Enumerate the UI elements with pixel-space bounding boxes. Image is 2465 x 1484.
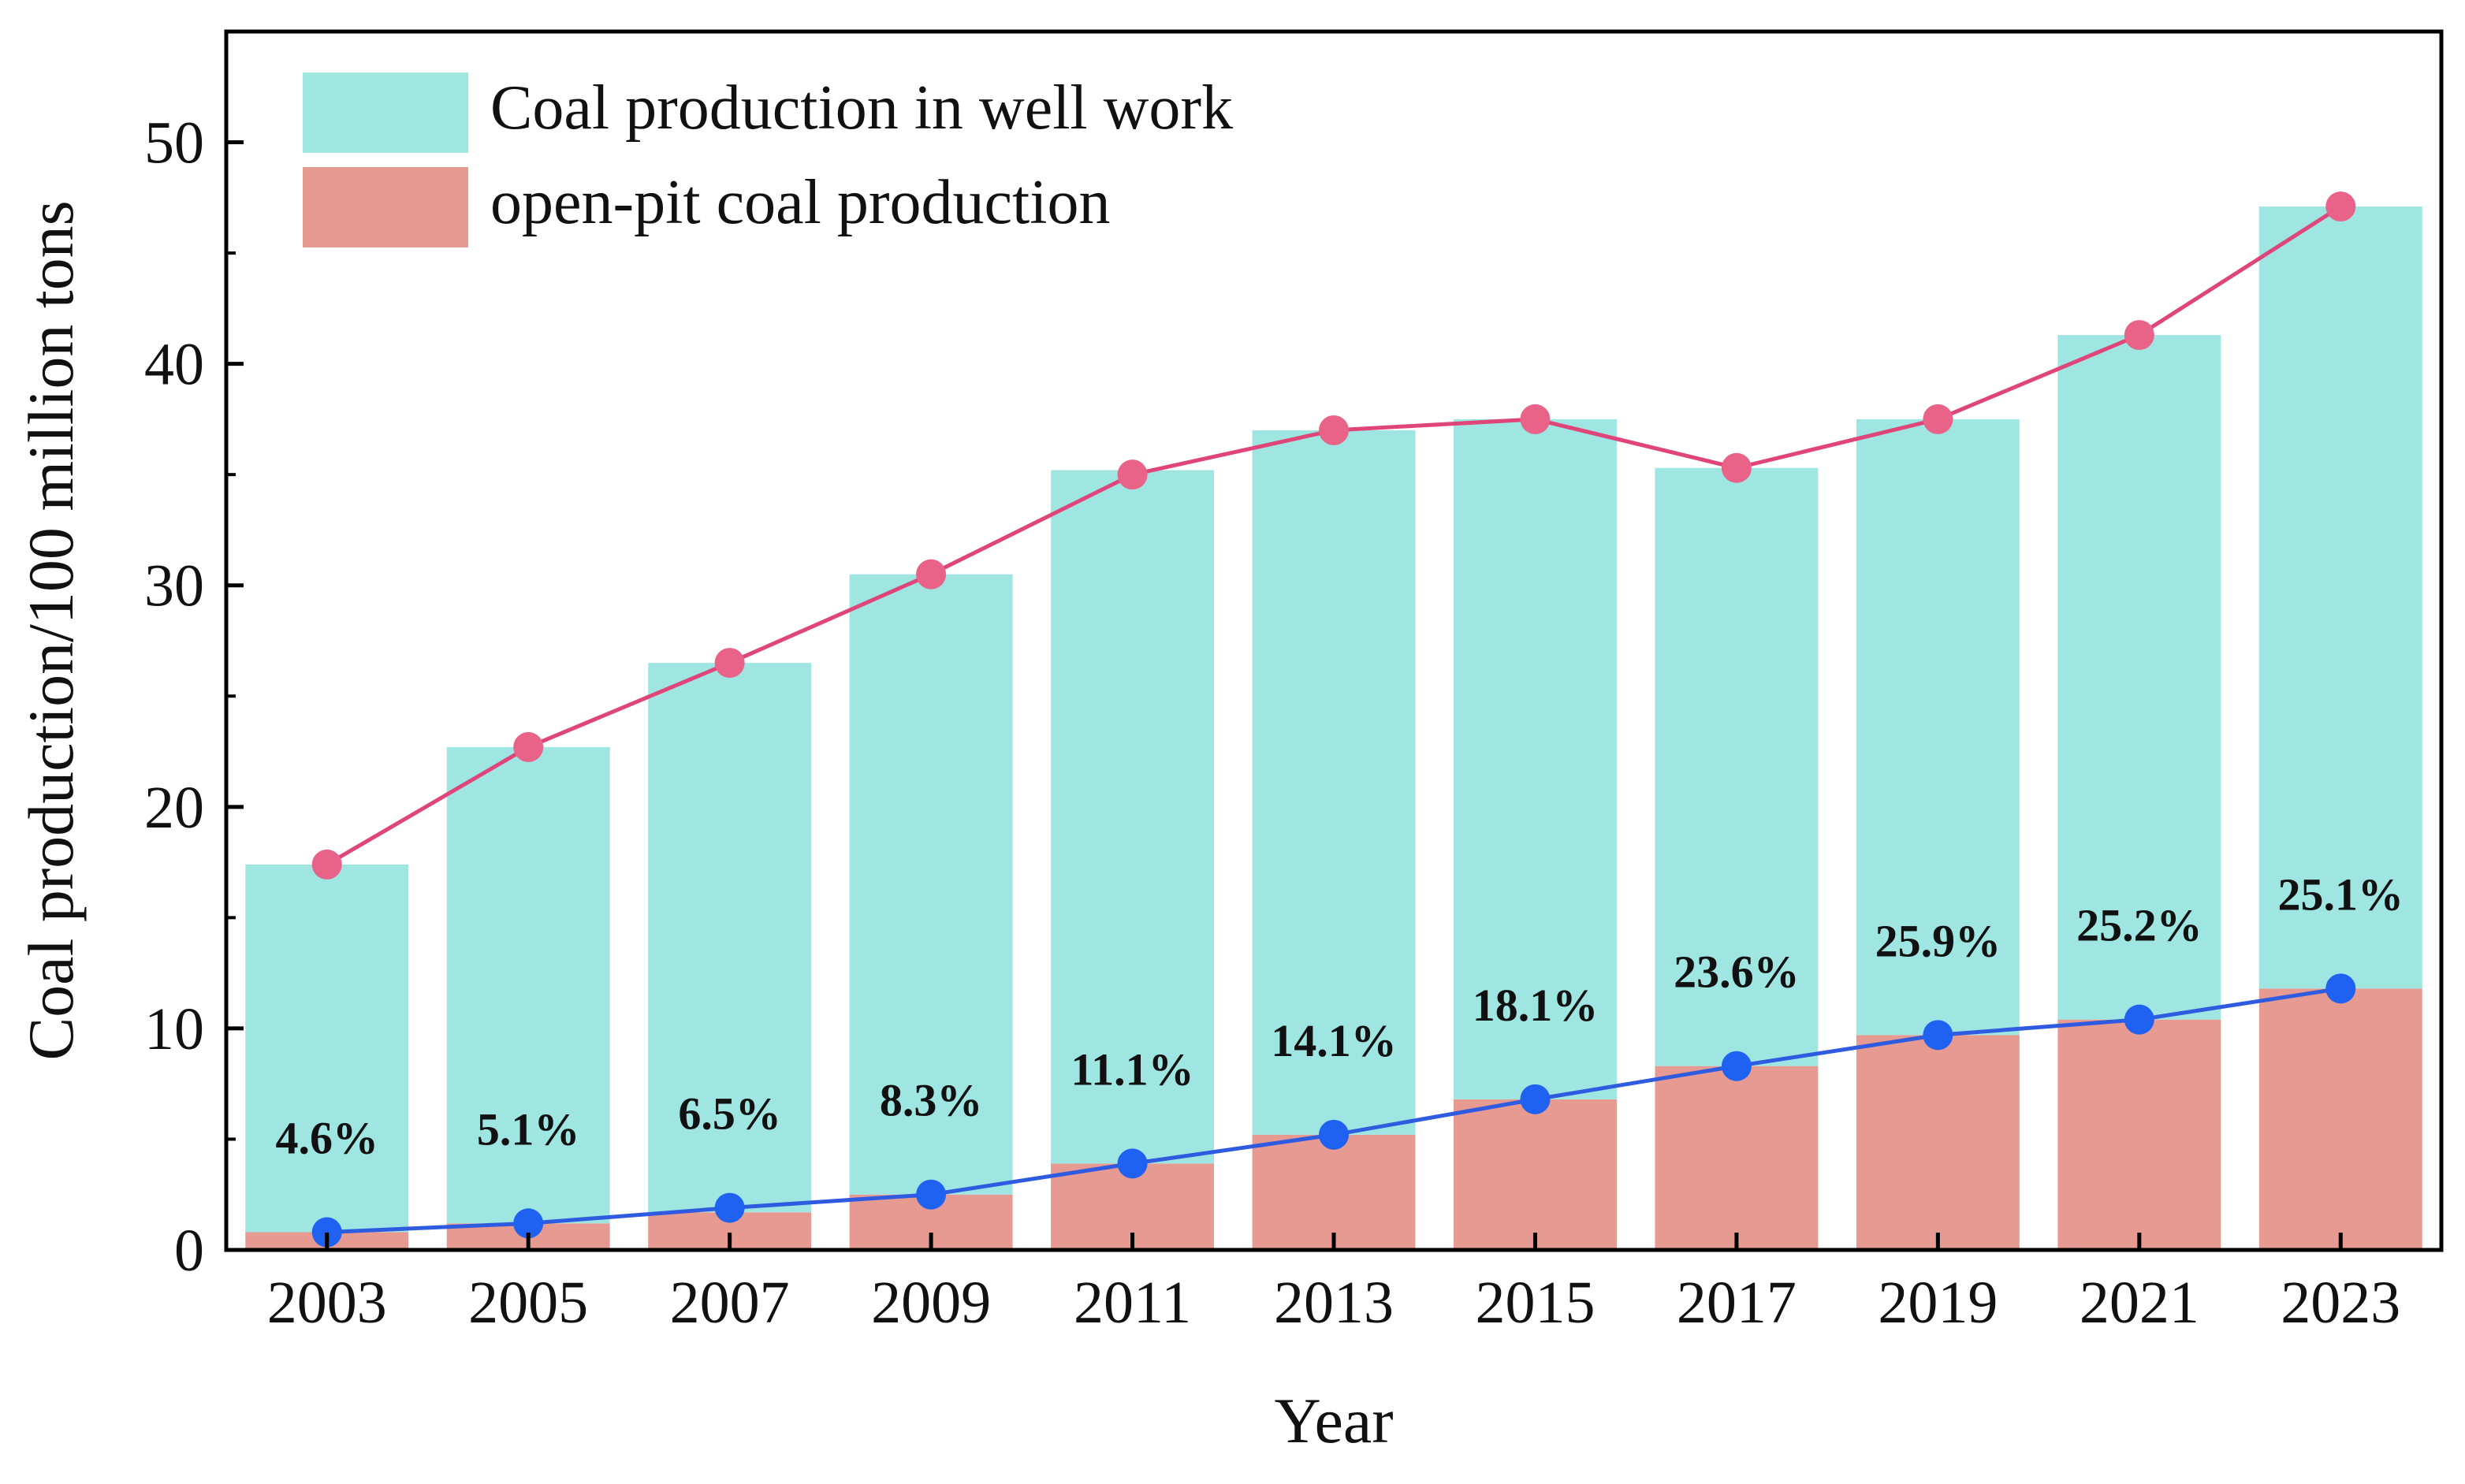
bar-open-pit-2015 [1453,1099,1617,1250]
x-tick-label-2017: 2017 [1677,1270,1797,1336]
open-pit-marker-2009 [916,1179,947,1210]
percent-label-2011: 11.1% [1071,1043,1193,1095]
x-tick-label-2023: 2023 [2281,1270,2400,1336]
percent-label-2007: 6.5% [678,1088,781,1140]
x-tick-label-2015: 2015 [1475,1270,1595,1336]
percent-label-2015: 18.1% [1473,980,1599,1031]
bar-open-pit-2017 [1655,1066,1819,1250]
bar-open-pit-2013 [1252,1134,1416,1250]
percent-label-2017: 23.6% [1674,947,1800,998]
x-tick-label-2011: 2011 [1074,1270,1191,1336]
bar-well-work-2017 [1655,467,1819,1066]
x-tick-label-2021: 2021 [2080,1270,2199,1336]
bar-well-work-2015 [1453,418,1617,1099]
bar-well-work-2011 [1051,470,1215,1164]
percent-label-2019: 25.9% [1875,915,2001,966]
legend: Coal production in well work open-pit co… [303,73,1233,247]
x-tick-label-2007: 2007 [670,1270,790,1336]
total-marker-2017 [1721,452,1752,483]
total-marker-2005 [513,731,544,762]
total-marker-2013 [1319,415,1349,445]
bar-well-work-2007 [648,663,812,1213]
bar-open-pit-2021 [2057,1019,2221,1250]
open-pit-marker-2019 [1923,1020,1953,1051]
legend-swatch-well-work [303,73,468,153]
open-pit-marker-2023 [2325,973,2356,1004]
percent-label-2009: 8.3% [880,1075,983,1126]
open-pit-marker-2007 [714,1192,745,1223]
total-marker-2009 [916,559,947,590]
total-marker-2003 [311,849,342,880]
percent-label-2023: 25.1% [2278,868,2404,920]
y-tick-label-40: 40 [144,332,204,398]
y-tick-label-0: 0 [174,1218,204,1284]
open-pit-marker-2005 [513,1208,544,1239]
x-tick-label-2003: 2003 [267,1270,387,1336]
axis-layer: 0 10 20 30 40 50 2003 2005 2007 2009 2011 2013 2015 2… [144,110,2400,1336]
y-axis-title: Coal production/100 million tons [15,200,87,1060]
legend-swatch-open-pit [303,167,468,247]
bar-well-work-2021 [2057,335,2221,1020]
total-marker-2011 [1117,459,1148,490]
lines-layer [311,192,2356,1248]
x-tick-label-2019: 2019 [1878,1270,1998,1336]
percent-labels-layer: 4.6% 5.1% 6.5% 8.3% 11.1% 14.1% 18.1% 23.6% 25.9… [275,868,2404,1163]
percent-label-2003: 4.6% [275,1113,378,1164]
bars-layer [245,206,2422,1250]
y-tick-label-30: 30 [144,553,204,619]
open-pit-marker-2017 [1721,1051,1752,1081]
open-pit-marker-2015 [1520,1084,1551,1114]
total-marker-2023 [2325,192,2356,222]
bar-well-work-2023 [2258,206,2422,989]
percent-label-2013: 14.1% [1271,1015,1397,1066]
bar-open-pit-2023 [2258,988,2422,1250]
bar-well-work-2009 [849,574,1013,1195]
x-tick-label-2009: 2009 [871,1270,991,1336]
total-marker-2015 [1520,404,1551,434]
open-pit-marker-2013 [1319,1119,1349,1150]
bar-open-pit-2019 [1856,1035,2020,1250]
total-marker-2007 [714,648,745,679]
bar-well-work-2019 [1856,418,2020,1036]
y-tick-label-10: 10 [144,996,204,1062]
bar-well-work-2003 [245,864,409,1233]
legend-label-open-pit: open-pit coal production [490,168,1110,237]
x-tick-label-2013: 2013 [1274,1270,1394,1336]
y-tick-label-50: 50 [144,110,204,177]
open-pit-marker-2003 [311,1217,342,1248]
y-tick-label-20: 20 [144,775,204,841]
x-tick-label-2005: 2005 [468,1270,588,1336]
bar-well-work-2005 [446,746,610,1224]
percent-label-2005: 5.1% [477,1103,580,1155]
total-marker-2021 [2124,320,2154,351]
open-pit-marker-2021 [2124,1004,2154,1035]
open-pit-marker-2011 [1117,1148,1148,1179]
legend-label-well-work: Coal production in well work [490,73,1233,143]
bar-well-work-2013 [1252,430,1416,1135]
x-axis-title: Year [1274,1385,1393,1456]
percent-label-2021: 25.2% [2076,900,2202,951]
total-marker-2019 [1923,404,1953,434]
